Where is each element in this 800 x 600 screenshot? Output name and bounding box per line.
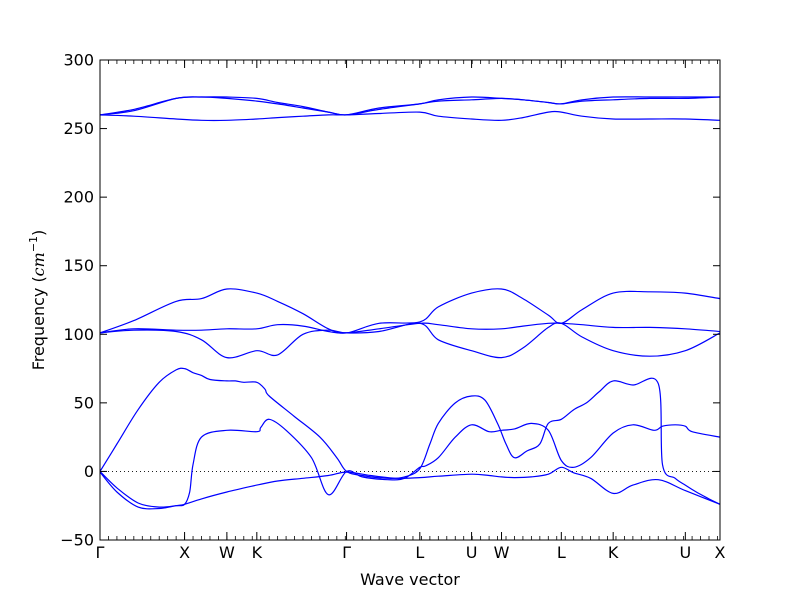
x-tick-label: W: [494, 543, 510, 562]
y-tick-label: 300: [63, 51, 94, 70]
series-layer: [99, 96, 721, 510]
band-line-6: [99, 288, 721, 334]
x-tick-label: U: [679, 543, 691, 562]
band-line-7: [99, 110, 721, 122]
y-tick-label: 250: [63, 119, 94, 138]
band-line-9: [99, 96, 720, 116]
x-tick-label: Γ: [96, 543, 105, 562]
y-tick-label: 150: [63, 256, 94, 275]
y-ticks: −50 0 50 100 150 200 250 300: [60, 51, 720, 550]
y-tick-label: 200: [63, 188, 94, 207]
y-tick-label: 0: [84, 462, 94, 481]
band-line-3: [99, 367, 721, 505]
x-tick-label: K: [252, 543, 263, 562]
x-tick-label: Γ: [342, 543, 351, 562]
band-line-5: [99, 322, 721, 334]
y-tick-label: 100: [63, 325, 94, 344]
x-axis-label: Wave vector: [360, 570, 460, 589]
x-tick-label: U: [466, 543, 478, 562]
band-line-2: [99, 418, 721, 508]
y-axis-label-exponent: −1: [27, 236, 40, 252]
x-tick-label: K: [608, 543, 619, 562]
y-axis-label-unit: cm: [29, 252, 48, 276]
y-tick-label: 50: [74, 393, 94, 412]
y-axis-label: Frequency (cm−1): [27, 230, 48, 371]
plot-frame: [99, 59, 721, 541]
y-axis-label-prefix: Frequency (: [29, 276, 48, 370]
x-tick-label: X: [715, 543, 726, 562]
x-tick-label: X: [179, 543, 190, 562]
x-tick-label: L: [415, 543, 424, 562]
x-tick-label: W: [219, 543, 235, 562]
x-tick-label: L: [557, 543, 566, 562]
y-axis-label-suffix: ): [29, 230, 48, 236]
y-tick-label: −50: [60, 531, 94, 550]
